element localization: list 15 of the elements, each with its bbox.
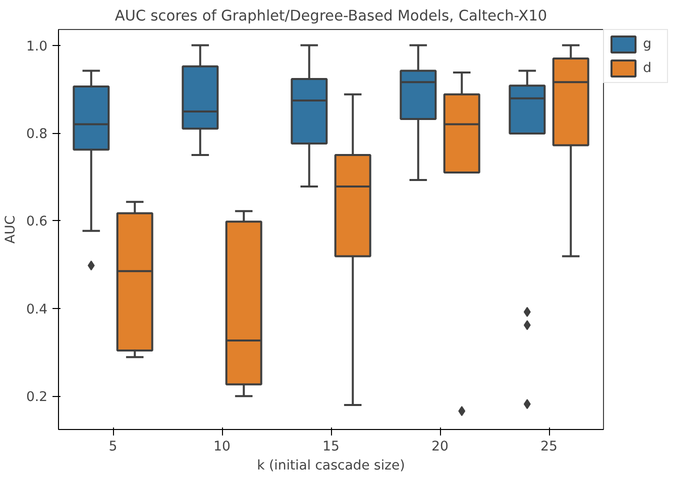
y-axis-title: AUC [3,215,18,244]
x-tick-label: 5 [108,440,118,454]
x-axis-title: k (initial cascade size) [257,458,405,474]
y-tick-label: 1.0 [26,39,48,54]
y-tick-label: 0.4 [26,302,48,318]
y-tick-label: 0.6 [26,214,48,230]
chart-title: AUC scores of Graphlet/Degree-Based Models, Caltech-X10 [114,8,548,24]
legend-label: d [643,60,652,76]
legend-label: g [643,36,652,52]
x-tick-label: 25 [540,440,558,454]
x-tick-label: 20 [432,440,448,454]
x-tick-label: 10 [214,440,230,454]
x-tick-label: 15 [322,440,340,454]
y-tick-label: 0.8 [26,127,48,142]
y-tick-label: 0.2 [26,390,48,406]
